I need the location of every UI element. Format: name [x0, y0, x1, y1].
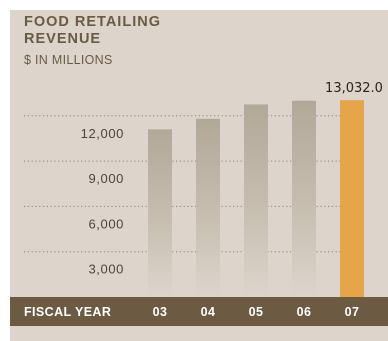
y-tick-label: 6,000	[88, 216, 124, 231]
chart-title-line2: REVENUE	[24, 31, 102, 47]
bar	[148, 129, 172, 297]
bar	[244, 104, 268, 298]
x-axis-band	[10, 297, 388, 326]
bar	[196, 118, 220, 297]
x-axis-title: FISCAL YEAR	[24, 305, 111, 319]
x-tick-label: 04	[201, 305, 216, 319]
x-tick-label: 07	[345, 305, 360, 319]
bar	[292, 100, 316, 297]
x-tick-label: 05	[249, 305, 264, 319]
x-tick-label: 03	[153, 305, 168, 319]
y-tick-label: 12,000	[81, 126, 124, 141]
bar-highlight	[340, 100, 364, 297]
x-tick-label: 06	[297, 305, 312, 319]
y-tick-label: 9,000	[88, 171, 124, 186]
y-tick-label: 3,000	[88, 262, 124, 277]
chart-title-line1: FOOD RETAILING	[24, 14, 161, 30]
chart-subtitle: $ IN MILLIONS	[24, 53, 113, 67]
chart-title: FOOD RETAILING REVENUE	[24, 14, 161, 48]
data-label: 13,032.0	[325, 81, 383, 96]
